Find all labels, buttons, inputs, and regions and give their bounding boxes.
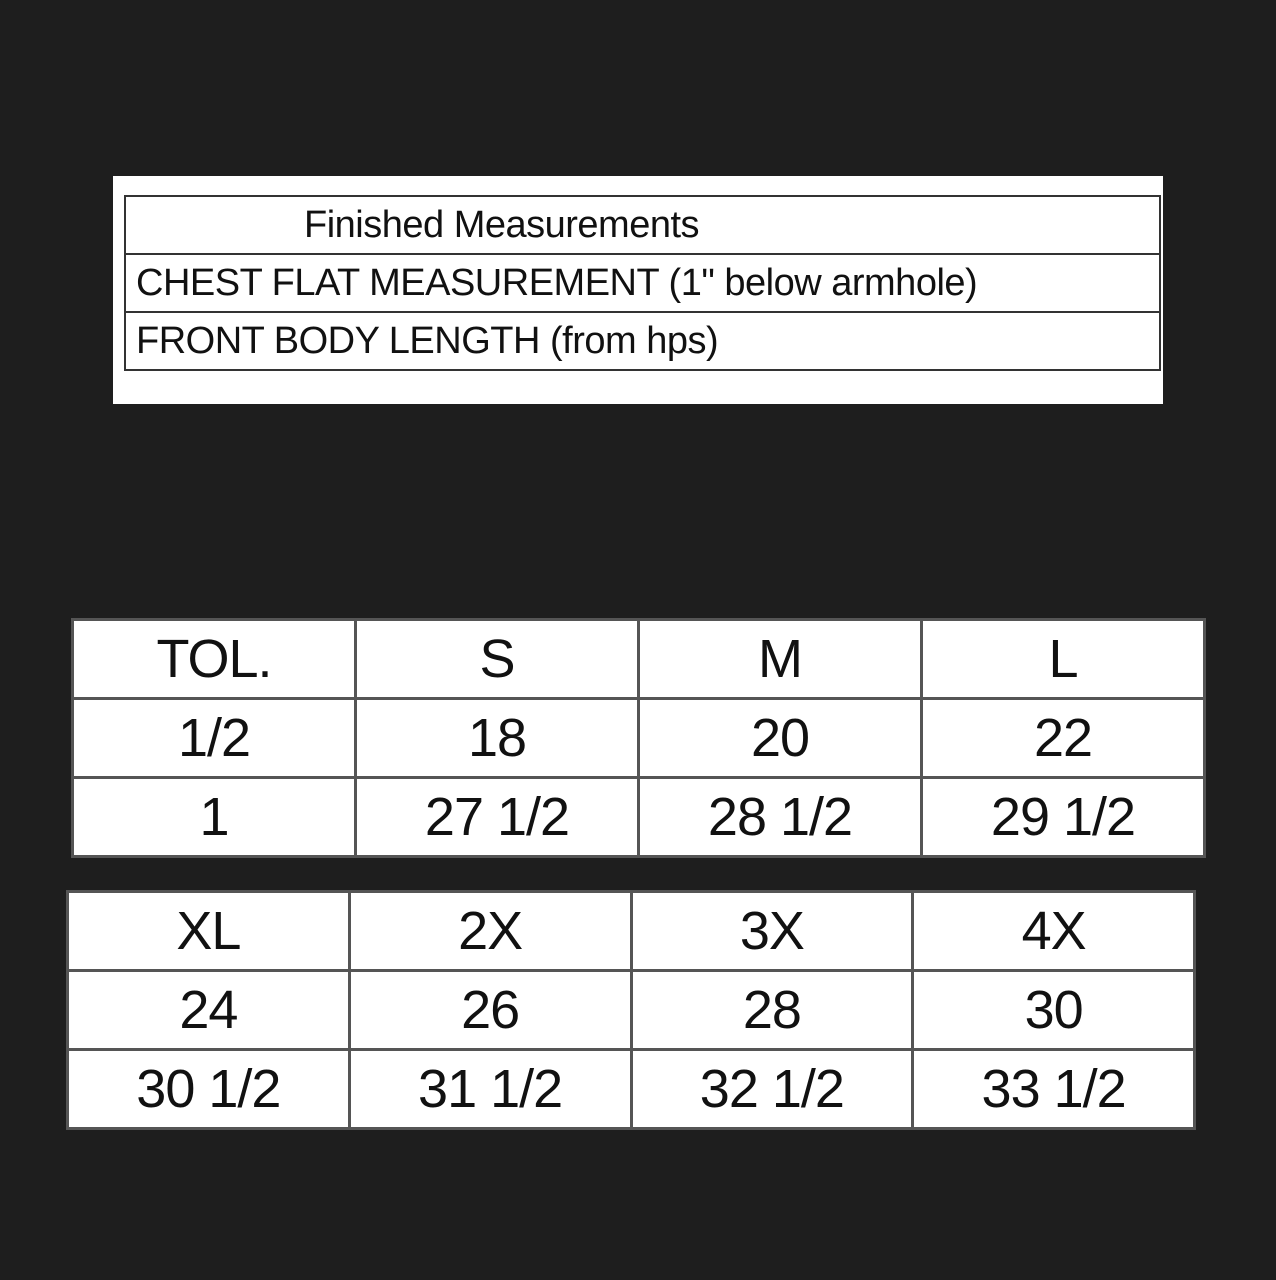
column-header: L [920,618,1206,700]
table-row: FRONT BODY LENGTH (from hps) [124,311,1161,371]
column-header: 4X [911,890,1196,972]
table-cell: 27 1/2 [354,776,640,858]
table-row: 30 1/2 31 1/2 32 1/2 33 1/2 [66,1048,1196,1130]
table-row: Finished Measurements [124,195,1161,255]
size-table-2: XL 2X 3X 4X 24 26 28 30 30 1/2 31 1/2 32 1/2 33 1/2 [66,890,1196,1130]
row-label-chest: CHEST FLAT MEASUREMENT (1" below armhole… [124,253,1161,313]
table-cell: 32 1/2 [629,1048,915,1130]
row-label-length: FRONT BODY LENGTH (from hps) [124,311,1161,371]
table-cell: 28 1/2 [637,776,923,858]
table-cell: 26 [347,969,633,1051]
column-header: 3X [629,890,915,972]
table-cell: 30 [911,969,1196,1051]
table-cell: 30 1/2 [66,1048,351,1130]
table-cell: 18 [354,697,640,779]
table-cell: 33 1/2 [911,1048,1196,1130]
column-header: XL [66,890,351,972]
table-row: 1/2 18 20 22 [71,697,1206,779]
table-cell: 31 1/2 [347,1048,633,1130]
measurements-label-table: Finished Measurements CHEST FLAT MEASURE… [124,195,1161,371]
size-table-1: TOL. S M L 1/2 18 20 22 1 27 1/2 28 1/2 29 1/2 [71,618,1206,858]
table-cell: 24 [66,969,351,1051]
column-header: M [637,618,923,700]
table-row: 1 27 1/2 28 1/2 29 1/2 [71,776,1206,858]
table-cell: 1/2 [71,697,357,779]
table-title: Finished Measurements [124,195,1161,255]
column-header: TOL. [71,618,357,700]
table-cell: 20 [637,697,923,779]
header-row: TOL. S M L [71,618,1206,700]
header-row: XL 2X 3X 4X [66,890,1196,972]
table-cell: 22 [920,697,1206,779]
table-row: CHEST FLAT MEASUREMENT (1" below armhole… [124,253,1161,313]
table-cell: 29 1/2 [920,776,1206,858]
table-cell: 1 [71,776,357,858]
column-header: 2X [347,890,633,972]
measurements-label-panel: Finished Measurements CHEST FLAT MEASURE… [113,176,1163,404]
table-row: 24 26 28 30 [66,969,1196,1051]
column-header: S [354,618,640,700]
table-cell: 28 [629,969,915,1051]
